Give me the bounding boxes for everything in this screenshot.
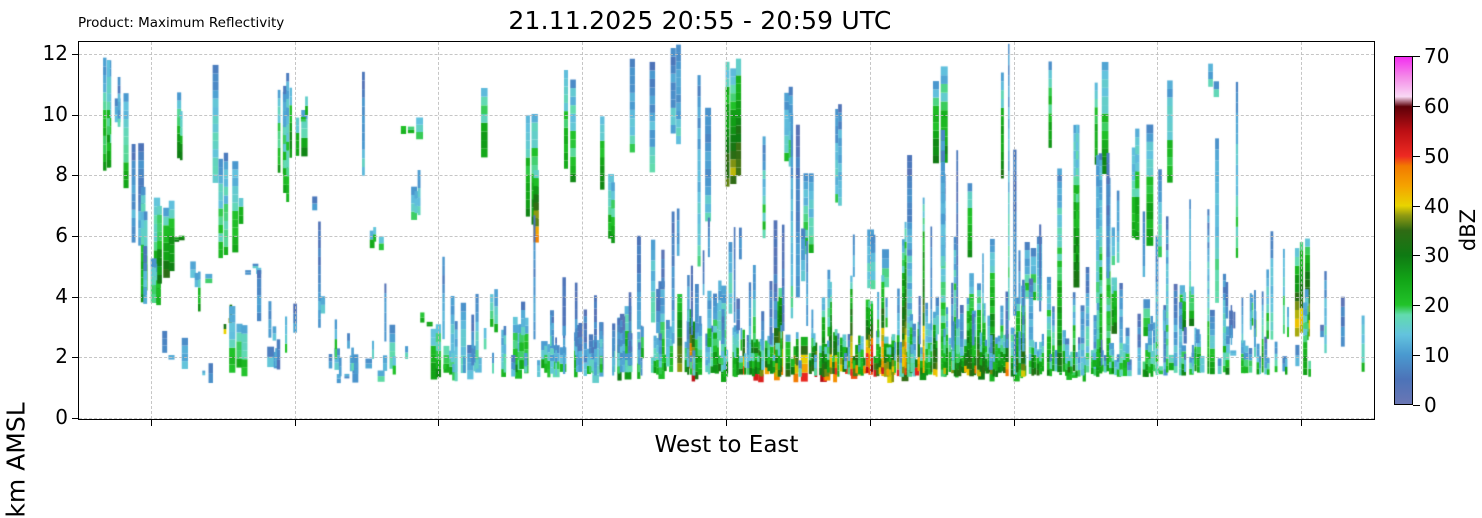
y-tick-label-2: 4 <box>55 283 68 308</box>
x-tick-4 <box>726 419 727 426</box>
colorbar-tick-2 <box>1413 305 1420 307</box>
product-label: Product: Maximum Reflectivity <box>78 15 285 31</box>
colorbar-tick-label-4: 40 <box>1424 193 1450 218</box>
y-tick-label-0: 0 <box>55 405 68 429</box>
colorbar-tick-6 <box>1413 105 1420 107</box>
colorbar-tick-label-2: 20 <box>1424 293 1450 318</box>
reflectivity-heatmap <box>79 42 1373 418</box>
colorbar <box>1394 56 1413 405</box>
colorbar-tick-label-1: 10 <box>1424 343 1450 368</box>
colorbar-tick-label-5: 50 <box>1424 143 1450 168</box>
colorbar-tick-7 <box>1413 56 1420 57</box>
colorbar-tick-4 <box>1413 205 1420 207</box>
colorbar-tick-label-0: 0 <box>1424 393 1437 417</box>
x-tick-7 <box>1157 419 1159 426</box>
chart-title: 21.11.2025 20:55 - 20:59 UTC <box>508 6 892 35</box>
y-tick-0 <box>72 418 79 419</box>
reflectivity-canvas-wrap <box>79 42 1374 419</box>
y-tick-label-1: 2 <box>55 344 68 369</box>
colorbar-tick-0 <box>1413 405 1420 406</box>
colorbar-tick-3 <box>1413 255 1420 257</box>
colorbar-tick-label-7: 70 <box>1424 44 1450 68</box>
y-tick-6 <box>72 54 79 56</box>
y-tick-1 <box>72 357 79 359</box>
y-tick-label-3: 6 <box>55 223 68 248</box>
x-tick-0 <box>150 419 152 426</box>
colorbar-tick-label-6: 60 <box>1424 93 1450 118</box>
y-axis-label: km AMSL <box>1 402 31 518</box>
x-tick-3 <box>582 419 584 426</box>
y-tick-2 <box>72 296 79 298</box>
colorbar-title: dBZ <box>1456 208 1480 252</box>
colorbar-tick-1 <box>1413 355 1420 357</box>
x-axis-label: West to East <box>654 432 799 458</box>
colorbar-tick-label-3: 30 <box>1424 243 1450 268</box>
x-tick-1 <box>294 419 296 426</box>
colorbar-gradient <box>1395 57 1412 404</box>
colorbar-tick-5 <box>1413 155 1420 157</box>
x-tick-2 <box>438 419 440 426</box>
plot-area <box>72 41 1375 426</box>
y-tick-3 <box>72 236 79 238</box>
y-tick-label-5: 10 <box>42 101 68 126</box>
radar-cross-section-figure: 21.11.2025 20:55 - 20:59 UTC Product: Ma… <box>2 6 1481 518</box>
x-tick-5 <box>869 419 871 426</box>
y-tick-4 <box>72 175 79 177</box>
y-tick-5 <box>72 114 79 116</box>
x-tick-6 <box>1013 419 1015 426</box>
y-tick-label-6: 12 <box>42 41 68 66</box>
x-tick-8 <box>1301 419 1303 426</box>
y-tick-label-4: 8 <box>55 162 68 187</box>
